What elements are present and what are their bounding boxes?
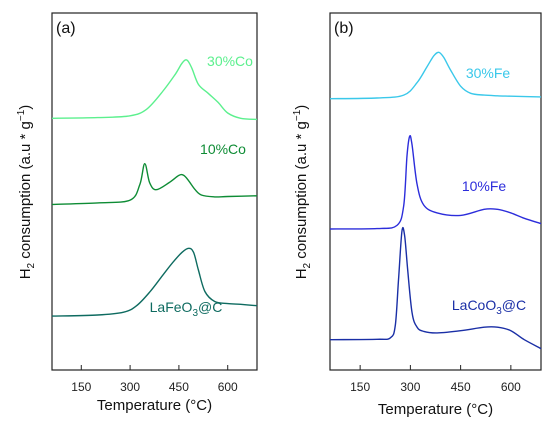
panel-label: (a) xyxy=(56,20,76,37)
series-line-10-co xyxy=(51,162,258,206)
series-label: LaFeO3@C xyxy=(150,299,223,319)
series-label-part: @C xyxy=(198,299,222,315)
y-axis-label-part: ) xyxy=(17,105,34,110)
y-axis-label-part: 2 xyxy=(302,262,313,268)
x-tick-label: 150 xyxy=(71,380,91,394)
y-axis-label-part: −1 xyxy=(292,109,303,121)
series-line-30-fe xyxy=(329,51,542,100)
plot-frame xyxy=(51,12,258,371)
series-label: 10%Co xyxy=(200,141,246,157)
y-axis-label-part: ) xyxy=(293,105,310,110)
x-tick-label: 450 xyxy=(169,380,189,394)
series-label-part: 3 xyxy=(496,306,502,317)
series-line-10-fe xyxy=(329,135,542,230)
y-axis-label-part: consumption (a.u * g xyxy=(17,121,34,263)
series-line-30-co xyxy=(51,59,258,121)
y-axis-label-part: −1 xyxy=(16,109,27,121)
y-axis-label-part: H xyxy=(17,268,34,279)
series-label: 30%Co xyxy=(207,53,253,69)
series-label-part: LaCoO xyxy=(452,297,496,313)
plot-frame xyxy=(329,12,542,371)
panel-a: (a) 150 300 450 600 Temperature (°C) H2 consum… xyxy=(16,12,258,414)
x-tick-label: 300 xyxy=(400,380,420,394)
series-label: 30%Fe xyxy=(466,65,511,81)
x-tick-label: 300 xyxy=(120,380,140,394)
y-axis-label-part: consumption (a.u * g xyxy=(293,121,310,263)
x-tick-label: 450 xyxy=(451,380,471,394)
panel-b: (b) 150 300 450 600 Temperature (°C) H2 consum… xyxy=(292,12,542,418)
series-label-part: 3 xyxy=(192,308,198,319)
series-label: LaCoO3@C xyxy=(452,297,526,317)
series-label: 10%Fe xyxy=(462,178,507,194)
x-tick-label: 150 xyxy=(350,380,370,394)
series-line-lafeo3-c xyxy=(51,247,258,317)
x-axis-label: Temperature (°C) xyxy=(97,397,212,414)
series-label-part: LaFeO xyxy=(150,299,193,315)
series-label-part: @C xyxy=(502,297,526,313)
x-tick-label: 600 xyxy=(218,380,238,394)
y-axis-label-part: 2 xyxy=(26,262,37,268)
panel-label: (b) xyxy=(334,20,354,37)
y-axis-label-part: H xyxy=(293,268,310,279)
x-axis-label: Temperature (°C) xyxy=(378,401,493,418)
y-axis-label: H2 consumption (a.u * g−1) xyxy=(292,105,313,280)
x-tick-label: 600 xyxy=(501,380,521,394)
y-axis-label: H2 consumption (a.u * g−1) xyxy=(16,105,37,280)
series-line-lacoo3-c xyxy=(329,227,542,350)
